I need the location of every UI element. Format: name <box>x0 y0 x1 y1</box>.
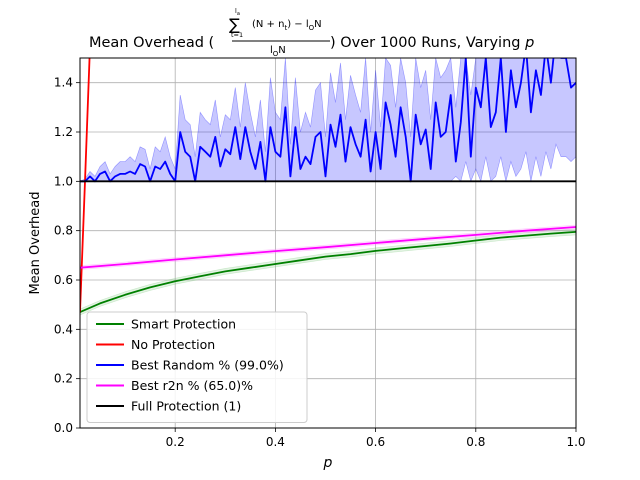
y-tick-label: 0.2 <box>54 372 73 386</box>
axis-ticks: 0.2 0.4 0.6 0.8 1.0 0.0 0.2 0.4 0.6 0.8 1.0 1.2 1.4 <box>54 76 586 449</box>
line-best-random-99-0 <box>80 58 576 183</box>
x-tick-label: 0.6 <box>366 435 385 449</box>
y-tick-label: 1.4 <box>54 76 73 90</box>
line-smart-protection <box>80 231 576 313</box>
x-axis-label: p <box>323 455 333 471</box>
legend-label: Best Random % (99.0%) <box>131 358 284 373</box>
title-sum-symbol: ∑ <box>229 15 240 34</box>
x-tick-label: 0.2 <box>166 435 185 449</box>
y-tick-label: 0.6 <box>54 273 73 287</box>
y-axis-label: Mean Overhead <box>28 191 43 294</box>
y-tick-label: 0.0 <box>54 421 73 435</box>
legend: Smart Protection No Protection Best Random… <box>86 311 308 423</box>
y-tick-label: 0.4 <box>54 322 73 336</box>
legend-label: Best r2n % (65.0)% <box>131 378 253 393</box>
title-sum-upper: la <box>235 7 240 17</box>
legend-label: Smart Protection <box>131 317 236 332</box>
chart-title: Mean Overhead ( la ∑ t=1 (N + nt) − lON … <box>89 7 534 58</box>
title-sum-lower: t=1 <box>231 31 243 39</box>
legend-label: Full Protection (1) <box>131 399 241 414</box>
title-suffix: ) Over 1000 Runs, Varying p <box>330 35 534 51</box>
y-tick-label: 0.8 <box>54 224 73 238</box>
title-denominator: lON <box>270 45 286 58</box>
x-tick-label: 0.4 <box>266 435 285 449</box>
x-tick-label: 0.8 <box>466 435 485 449</box>
legend-box <box>86 311 308 423</box>
title-numerator: (N + nt) − lON <box>252 19 322 32</box>
legend-label: No Protection <box>131 337 215 352</box>
line-best-r2n-65-0 <box>80 226 576 269</box>
y-tick-label: 1.0 <box>54 174 73 188</box>
band-smart-protection <box>80 228 576 316</box>
y-tick-label: 1.2 <box>54 125 73 139</box>
plot-area <box>80 58 576 316</box>
axes-frame <box>79 57 577 429</box>
x-tick-label: 1.0 <box>566 435 585 449</box>
title-prefix: Mean Overhead ( <box>89 35 214 51</box>
